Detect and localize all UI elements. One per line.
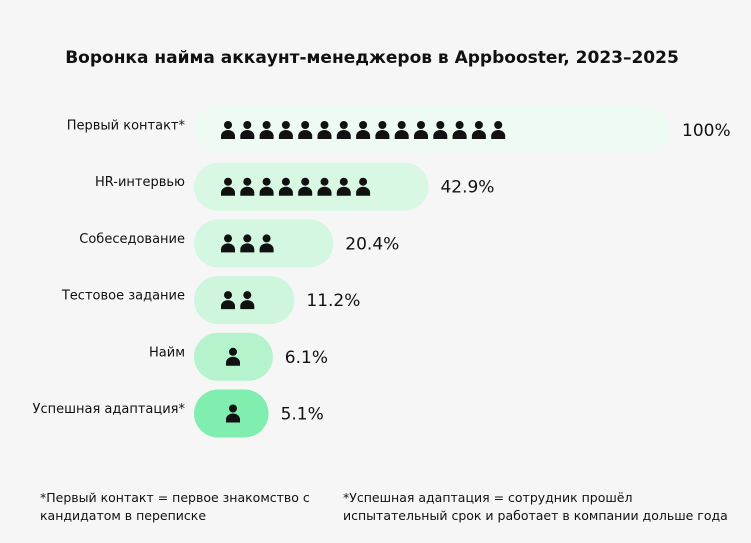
person-icon [259,130,274,139]
person-icon [474,121,483,129]
person-icon [224,121,232,129]
person-icon [356,130,371,139]
bar [194,332,273,381]
person-icon [455,121,464,129]
category-label: Успешная адаптация* [33,402,186,417]
person-icon [224,291,232,300]
person-icon [262,234,271,243]
person-icon [394,130,409,139]
person-icon [433,130,448,139]
footnote: *Первый контакт = первое знакомство с ка… [40,490,310,523]
person-icon [339,177,348,186]
category-label: Найм [149,345,185,360]
footnote: *Успешная адаптация = сотрудник прошёл и… [343,490,728,523]
person-icon [229,404,237,413]
category-label: HR-интервью [95,175,185,190]
bar [194,106,670,154]
person-icon [339,121,348,129]
person-icon [336,186,351,196]
person-icon [301,177,310,186]
person-icon [378,121,387,129]
person-icon [262,121,271,129]
value-label: 42.9% [440,178,494,198]
person-icon [262,177,271,186]
bar [194,389,269,438]
person-icon [221,186,235,196]
person-icon [243,234,252,243]
person-icon [259,243,274,253]
person-icon [243,291,252,300]
person-icon [221,243,235,253]
person-icon [226,413,240,423]
person-icon [320,121,329,129]
bar [194,219,334,268]
person-icon [336,130,351,139]
person-icon [281,121,290,129]
person-icon [375,130,390,139]
bar [194,276,295,325]
value-label: 11.2% [306,291,360,311]
person-icon [320,177,329,186]
bar [194,162,429,211]
category-label: Тестовое задание [61,289,185,304]
category-label: Собеседование [79,232,185,247]
person-icon [243,121,252,129]
person-icon [221,130,235,139]
person-icon [259,186,274,196]
person-icon [240,243,255,253]
category-label: Первый контакт* [67,119,186,134]
person-icon [240,300,255,310]
person-icon [359,121,368,129]
person-icon [240,130,255,139]
person-icon [436,121,445,129]
value-label: 100% [682,121,731,141]
person-icon [226,356,240,366]
person-icon [359,177,368,186]
chart-title: Воронка найма аккаунт-менеджеров в Appbo… [65,48,679,68]
person-icon [494,121,503,129]
person-icon [417,121,425,129]
person-icon [317,130,332,139]
person-icon [278,130,293,139]
value-label: 6.1% [285,348,328,368]
person-icon [471,130,486,139]
person-icon [317,186,332,196]
person-icon [356,186,371,196]
person-icon [491,130,506,139]
person-icon [414,130,428,139]
value-label: 20.4% [345,234,399,254]
person-icon [298,186,313,196]
person-icon [243,177,252,186]
person-icon [452,130,467,139]
person-icon [397,121,406,129]
person-icon [240,186,255,196]
person-icon [298,130,313,139]
person-icon [224,234,232,243]
person-icon [281,177,290,186]
person-icon [301,121,310,129]
person-icon [278,186,293,196]
person-icon [229,347,237,356]
person-icon [224,177,232,186]
value-label: 5.1% [281,405,324,425]
person-icon [221,300,235,310]
